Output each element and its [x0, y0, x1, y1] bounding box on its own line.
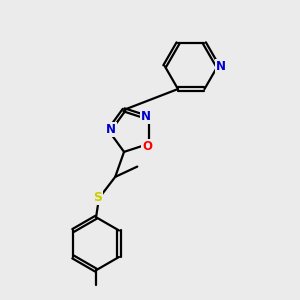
- Text: N: N: [141, 110, 152, 123]
- Text: O: O: [142, 140, 152, 153]
- Text: S: S: [93, 191, 102, 204]
- Text: N: N: [106, 123, 116, 136]
- Text: N: N: [216, 60, 226, 73]
